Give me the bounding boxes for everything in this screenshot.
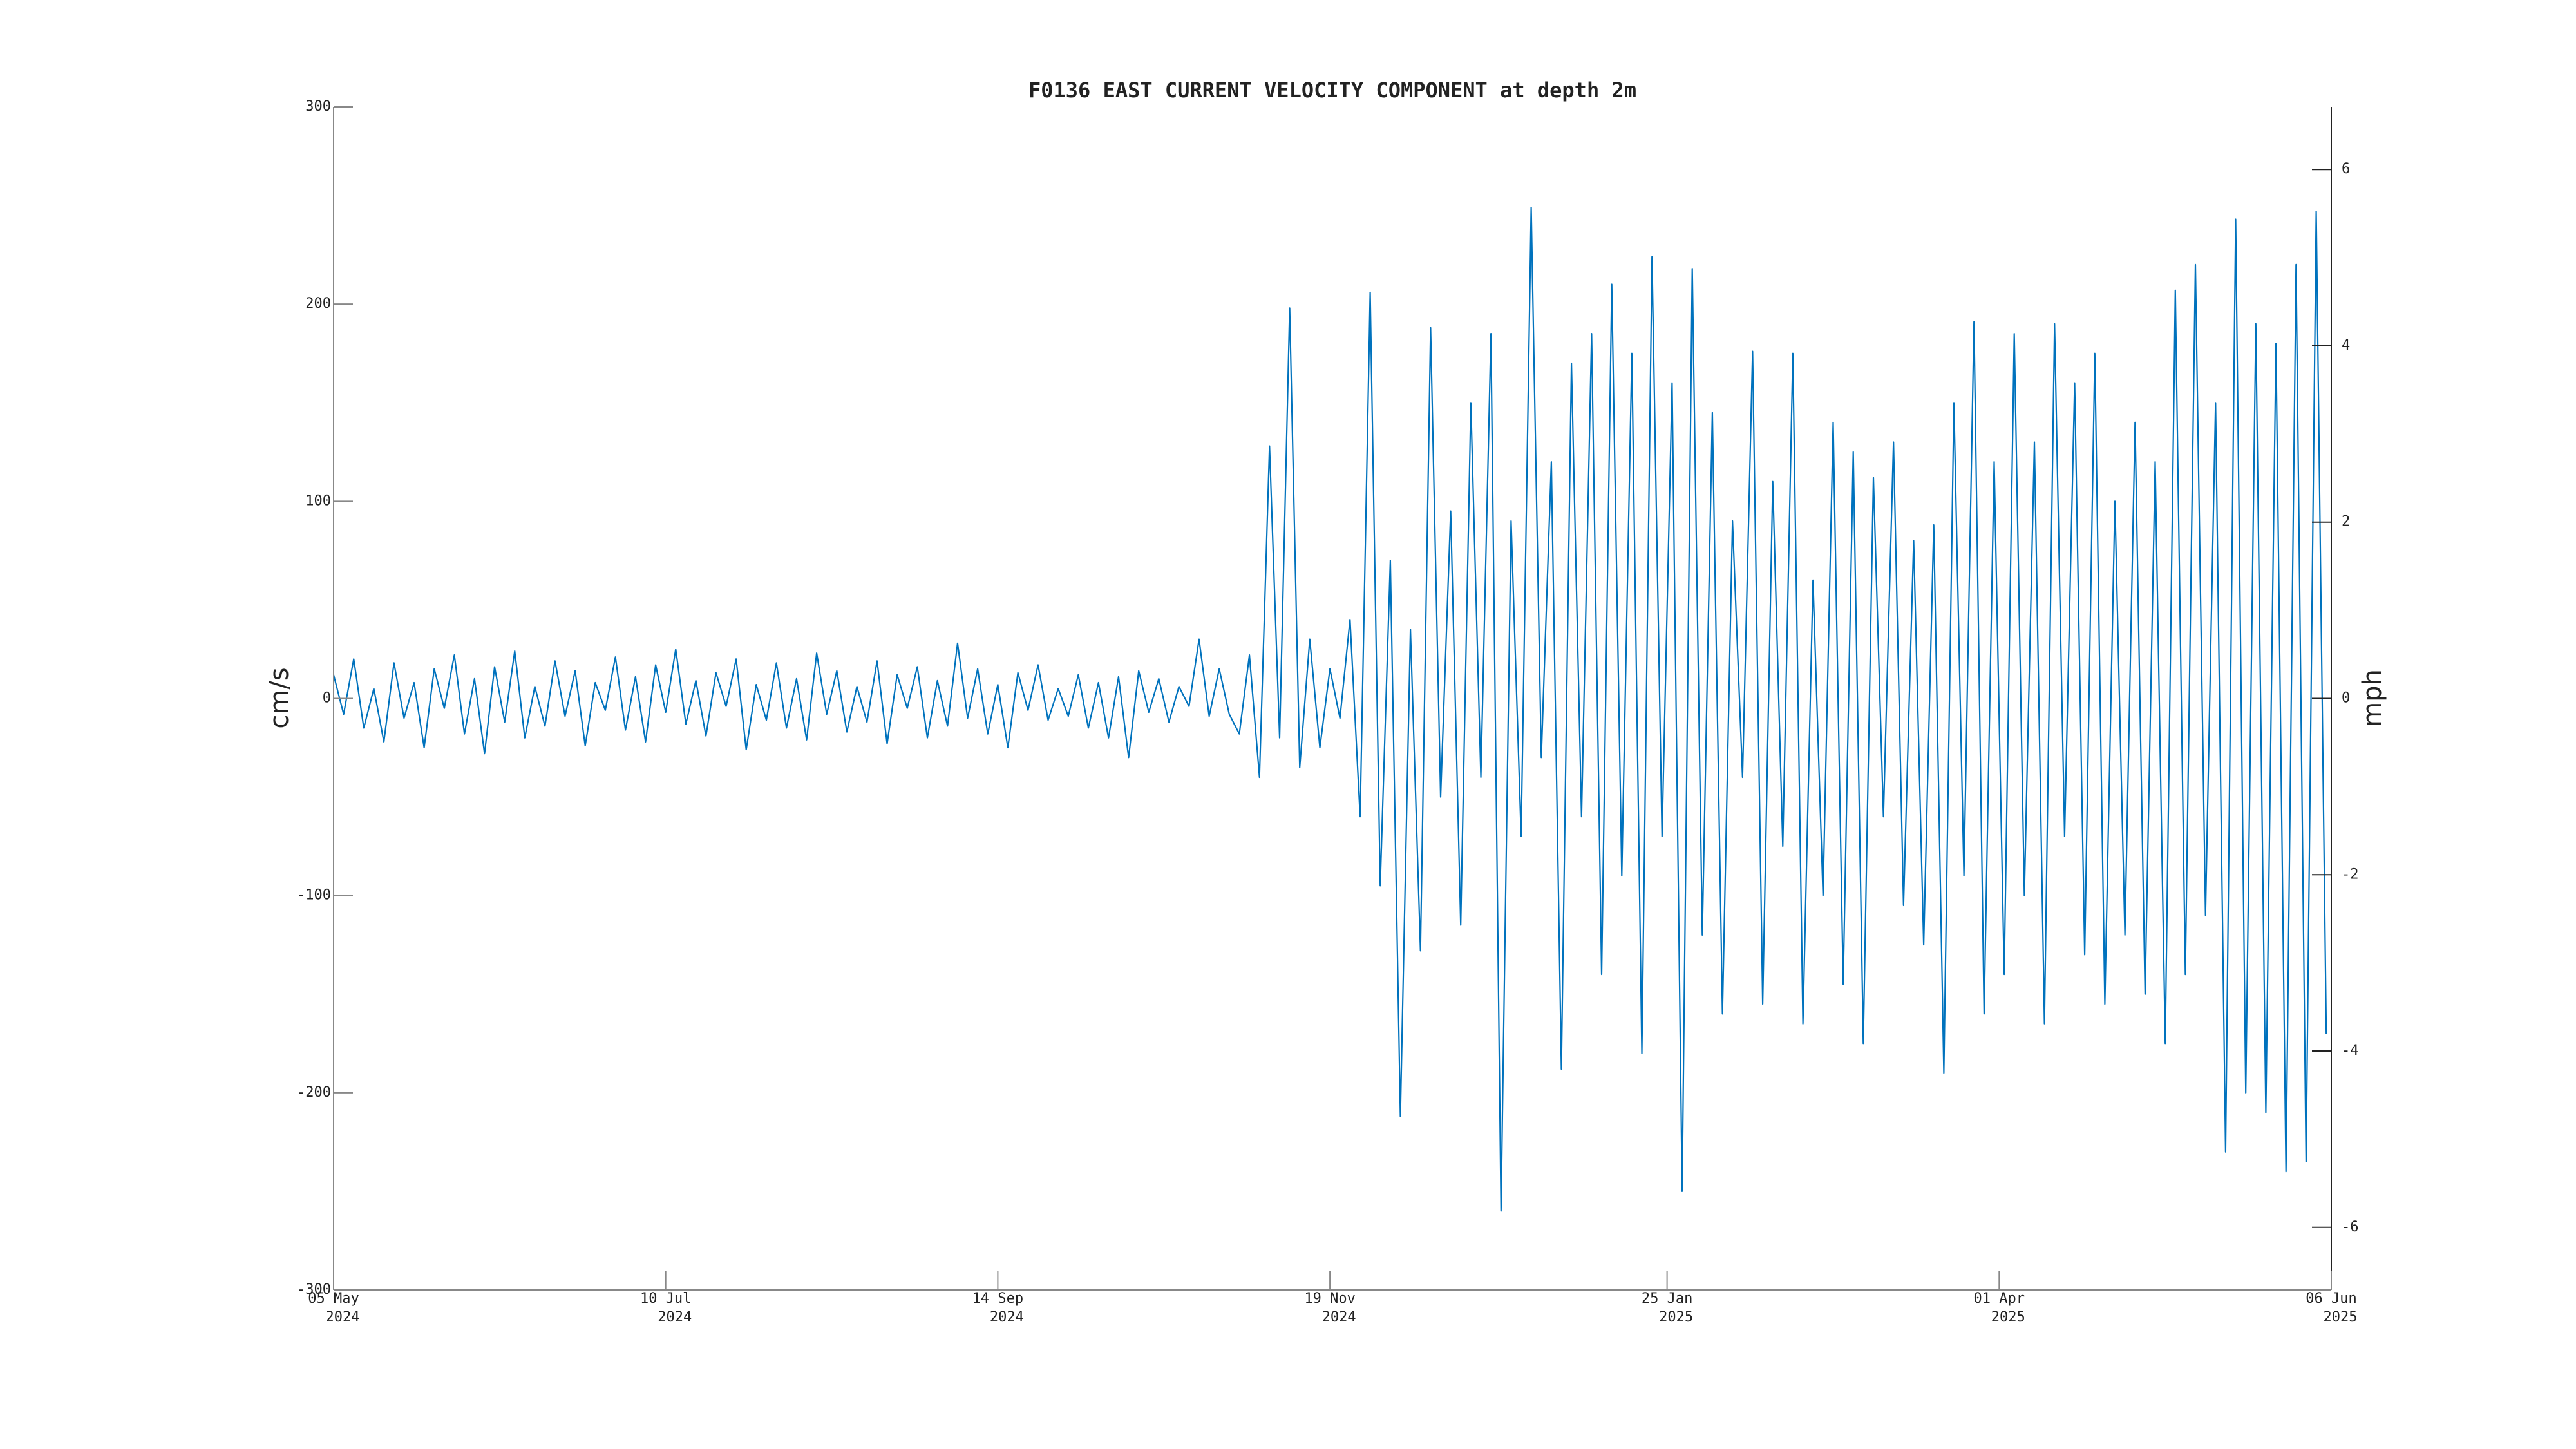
x-tick-label: 10 Jul 2024: [640, 1291, 692, 1325]
y2-axis-label: mph: [2358, 669, 2387, 727]
x-tick-label: 14 Sep 2024: [972, 1291, 1024, 1325]
y2-tick-label: -6: [2342, 1219, 2359, 1235]
y-tick-label: -200: [297, 1084, 331, 1101]
y-tick-label: 200: [305, 296, 331, 312]
x-tick-label: 01 Apr 2025: [1974, 1291, 2025, 1325]
x-tick-label-line: 14 Sep: [972, 1291, 1023, 1307]
x-tick-label: 19 Nov 2024: [1304, 1291, 1356, 1325]
x-tick-label-line: 2024: [1322, 1309, 1356, 1325]
chart-title: F0136 EAST CURRENT VELOCITY COMPONENT at…: [1028, 78, 1636, 102]
y-tick-label: 100: [305, 493, 331, 509]
x-tick-label-line: 05 May: [308, 1291, 359, 1307]
x-tick-label: 05 May 2024: [308, 1291, 359, 1325]
y2-tick-label: -2: [2342, 866, 2359, 882]
x-tick-label-line: 2025: [1659, 1309, 1693, 1325]
y2-tick-label: -4: [2342, 1043, 2359, 1059]
x-tick-label-line: 2024: [990, 1309, 1024, 1325]
x-tick-label-line: 19 Nov: [1304, 1291, 1355, 1307]
x-tick-label-line: 25 Jan: [1642, 1291, 1692, 1307]
y-tick-label: 0: [323, 690, 331, 706]
y2-tick-label: 6: [2342, 161, 2350, 177]
y-tick-label: -100: [297, 887, 331, 904]
y-tick-label: 300: [305, 99, 331, 115]
y2-tick-label: 4: [2342, 337, 2350, 354]
x-tick-label-line: 2025: [1991, 1309, 2025, 1325]
y2-tick-label: 2: [2342, 514, 2350, 530]
x-tick-label-line: 2025: [2324, 1309, 2358, 1325]
x-tick-label-line: 2024: [326, 1309, 360, 1325]
y-axis-label: cm/s: [265, 667, 294, 728]
data-line: [332, 207, 2327, 1212]
x-tick-label: 06 Jun 2025: [2306, 1291, 2357, 1325]
y2-tick-label: 0: [2342, 690, 2350, 706]
x-tick-label-line: 2024: [658, 1309, 692, 1325]
x-tick-label-line: 01 Apr: [1974, 1291, 2025, 1307]
x-tick-label-line: 10 Jul: [640, 1291, 691, 1307]
x-tick-label-line: 06 Jun: [2306, 1291, 2356, 1307]
y-tick-label: -300: [297, 1282, 331, 1298]
x-tick-label: 25 Jan 2025: [1642, 1291, 1693, 1325]
